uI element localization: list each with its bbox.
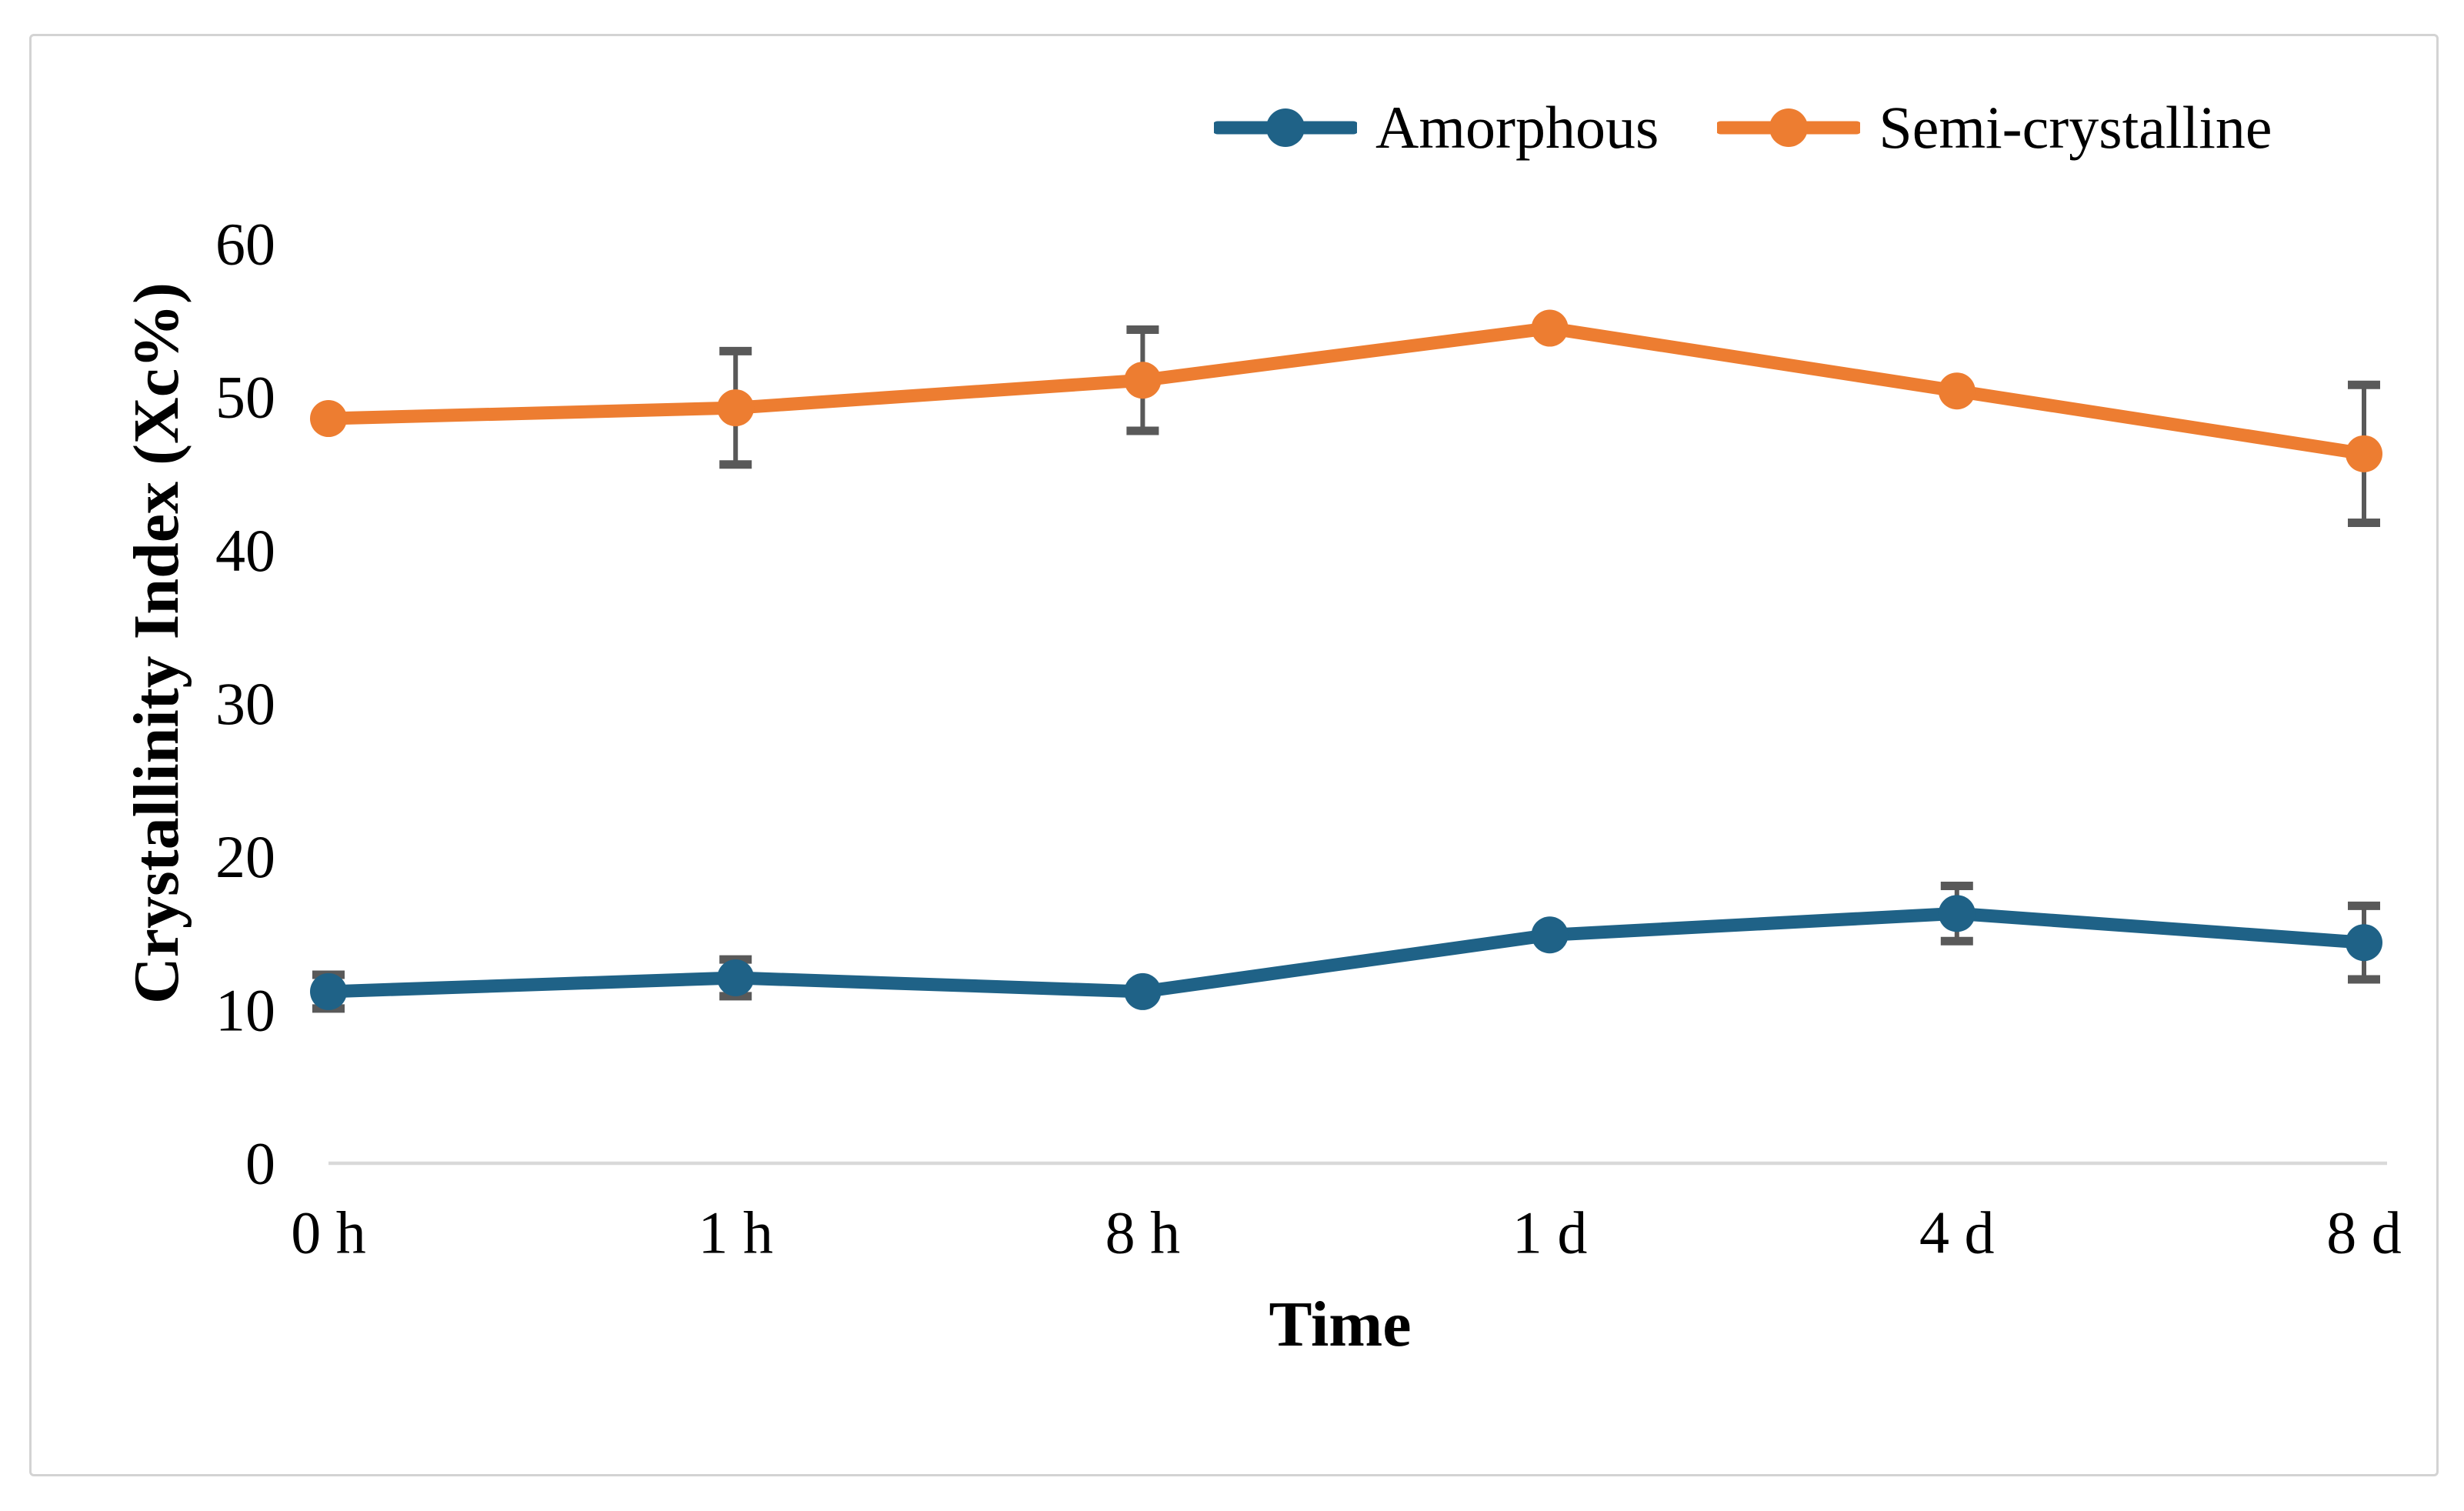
data-point-amorphous-5 bbox=[2346, 924, 2382, 962]
y-tick-label: 0 bbox=[245, 1130, 275, 1197]
data-point-semi-crystalline-3 bbox=[1531, 309, 1569, 347]
data-point-amorphous-4 bbox=[1938, 895, 1976, 932]
legend: Amorphous Semi-crystalline bbox=[1214, 91, 2272, 165]
x-tick-label: 8 h bbox=[1105, 1199, 1181, 1266]
x-tick-label: 4 d bbox=[1919, 1199, 1995, 1266]
legend-item-semi-crystalline: Semi-crystalline bbox=[1717, 91, 2272, 165]
legend-label-amorphous: Amorphous bbox=[1375, 94, 1659, 161]
y-tick-label: 50 bbox=[215, 364, 275, 431]
legend-marker-semi-crystalline-icon bbox=[1717, 108, 1861, 147]
y-tick-label: 20 bbox=[215, 823, 275, 890]
y-axis-title-text: Crystallinity Index (Xc%) bbox=[121, 282, 193, 1004]
x-tick-label: 0 h bbox=[291, 1199, 366, 1266]
data-point-semi-crystalline-4 bbox=[1938, 372, 1976, 410]
figure-frame bbox=[29, 34, 2439, 1476]
legend-label-semi-crystalline: Semi-crystalline bbox=[1879, 94, 2272, 161]
x-tick-label: 1 d bbox=[1512, 1199, 1588, 1266]
y-tick-label: 10 bbox=[215, 976, 275, 1043]
y-tick-label: 60 bbox=[215, 211, 275, 278]
data-point-semi-crystalline-0 bbox=[310, 400, 347, 438]
x-tick-label: 8 d bbox=[2326, 1199, 2402, 1266]
series-line-semi-crystalline bbox=[322, 322, 2371, 461]
data-point-semi-crystalline-1 bbox=[717, 389, 755, 427]
x-axis-title-text: Time bbox=[1269, 1289, 1412, 1360]
legend-marker-amorphous-icon bbox=[1214, 108, 1357, 147]
data-point-amorphous-2 bbox=[1124, 972, 1162, 1010]
x-tick-label: 1 h bbox=[698, 1199, 773, 1266]
data-point-amorphous-1 bbox=[717, 959, 755, 997]
y-tick-label: 30 bbox=[215, 670, 275, 737]
series-line-amorphous bbox=[322, 906, 2371, 999]
data-point-semi-crystalline-2 bbox=[1124, 362, 1162, 399]
legend-item-amorphous: Amorphous bbox=[1214, 91, 1659, 165]
data-point-amorphous-0 bbox=[310, 972, 347, 1010]
data-point-semi-crystalline-5 bbox=[2346, 435, 2382, 472]
y-tick-label: 40 bbox=[215, 517, 275, 584]
data-point-amorphous-3 bbox=[1531, 916, 1569, 954]
